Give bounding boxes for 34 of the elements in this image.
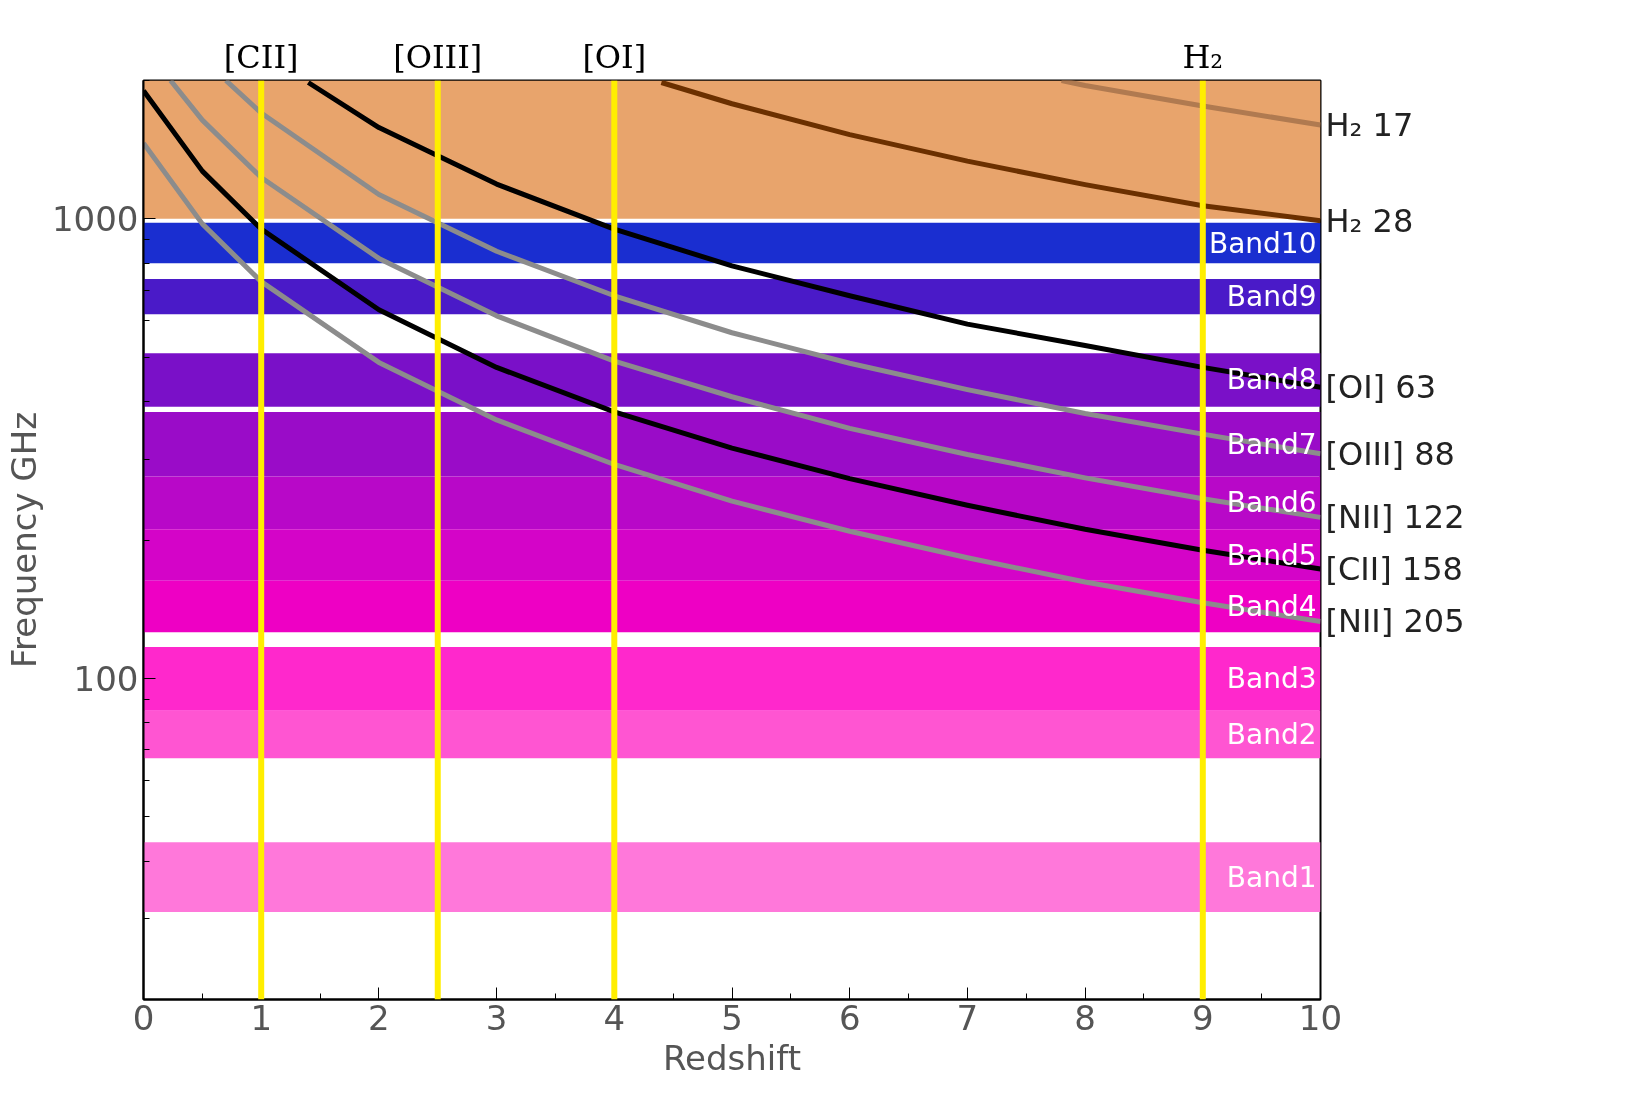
x-tick-label: 7 — [956, 997, 979, 1038]
band-label: Band9 — [1226, 280, 1317, 314]
ref-line-label: [OI] — [582, 37, 647, 76]
ref-line-label: [CII] — [223, 37, 299, 76]
series-label: [OIII] 88 — [1325, 434, 1455, 473]
y-axis-title: Frequency GHz — [3, 411, 44, 669]
x-tick-label: 10 — [1298, 997, 1343, 1038]
band-label: Band1 — [1226, 860, 1317, 894]
band-label: Band6 — [1226, 486, 1317, 520]
series-label: [OI] 63 — [1325, 368, 1436, 407]
x-tick-label: 2 — [368, 997, 390, 1038]
ref-line-label: [OIII] — [393, 37, 483, 76]
x-tick-label: 8 — [1074, 997, 1096, 1038]
series-label: H₂ 17 — [1325, 106, 1414, 145]
y-tick-label: 1000 — [51, 199, 139, 240]
x-tick-label: 6 — [838, 997, 861, 1038]
band-label: Band7 — [1226, 427, 1317, 461]
band-label: Band2 — [1226, 718, 1317, 751]
x-tick-label: 9 — [1191, 997, 1214, 1038]
x-tick-label: 0 — [132, 997, 155, 1038]
band-label: Band4 — [1226, 590, 1317, 624]
band-label: Band10 — [1208, 226, 1317, 260]
series-label: [CII] 158 — [1325, 549, 1463, 588]
x-tick-label: 5 — [721, 997, 743, 1038]
band-label: Band3 — [1226, 662, 1317, 696]
x-axis-title: Redshift — [663, 1037, 802, 1078]
x-tick-label: 1 — [250, 997, 273, 1038]
x-tick-label: 3 — [485, 997, 508, 1038]
ref-line-label: H₂ — [1182, 37, 1224, 76]
series-label: [NII] 122 — [1325, 498, 1465, 537]
y-tick-label: 100 — [73, 658, 139, 699]
series-label: [NII] 205 — [1325, 602, 1465, 641]
x-tick-label: 4 — [603, 997, 626, 1038]
series-label: H₂ 28 — [1325, 201, 1414, 240]
